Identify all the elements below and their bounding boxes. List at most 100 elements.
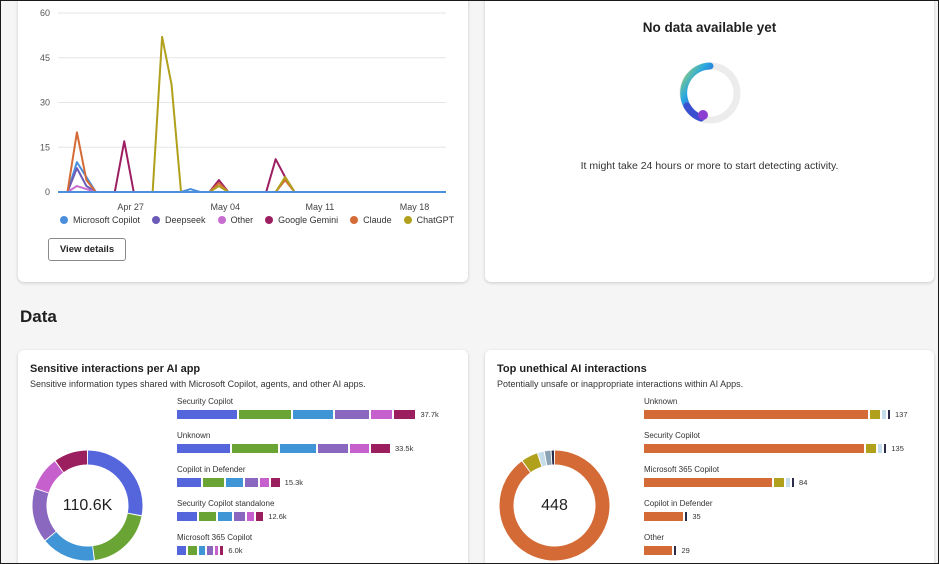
bar-item[interactable]: Unknown 137 [644, 396, 908, 430]
sensitive-donut-chart: 110.6K [30, 448, 145, 563]
activity-line-chart: 60 45 30 15 0 Apr 27 May 04 May 11 May 18 [40, 8, 446, 212]
card-title: Sensitive interactions per AI app [30, 363, 201, 375]
bar-segment [878, 444, 883, 453]
legend-label: Deepseek [165, 215, 206, 225]
x-tick-label: May 04 [211, 202, 241, 212]
bar-segment [177, 478, 202, 487]
legend-item[interactable]: ChatGPT [403, 215, 454, 225]
ai-activity-trend-card: 60 45 30 15 0 Apr 27 May 04 May 11 May 18 Micros… [18, 0, 468, 282]
bar-item[interactable]: Microsoft 365 Copilot 84 [644, 464, 908, 498]
x-tick-label: May 11 [305, 202, 334, 212]
legend-item[interactable]: Microsoft Copilot [60, 215, 140, 225]
legend-item[interactable]: Google Gemini [265, 215, 338, 225]
bar-category-label: Copilot in Defender [644, 499, 713, 508]
donut-segment[interactable] [45, 531, 94, 561]
unethical-bar-list: Unknown 137 Security Copilot 135 Microsoft 3… [644, 396, 908, 564]
donut-segment[interactable] [544, 450, 552, 466]
bar-segment [888, 410, 890, 419]
donut-segment[interactable] [32, 489, 56, 541]
bar-segment [244, 478, 259, 487]
bar-item[interactable]: Unknown 33.5k [177, 430, 439, 464]
bar-value-label: 135 [891, 444, 904, 453]
donut-segment[interactable] [499, 450, 610, 561]
bar-item[interactable]: Copilot in Defender 15.3k [177, 464, 439, 498]
bar-segment [685, 512, 688, 521]
bar-segment [214, 546, 218, 555]
bar-segment [370, 444, 390, 453]
donut-segment[interactable] [87, 450, 143, 516]
legend-item[interactable]: Deepseek [152, 215, 206, 225]
x-tick-label: Apr 27 [117, 202, 144, 212]
legend-swatch [152, 216, 161, 224]
bar-segment [238, 410, 291, 419]
bar-segment [233, 512, 245, 521]
bar-segment [219, 546, 224, 555]
view-details-button[interactable]: View details [48, 238, 126, 261]
bar-category-label: Security Copilot [644, 431, 701, 440]
bar-item[interactable]: Security Copilot standalone 12.6k [177, 498, 439, 532]
bar-segment [203, 478, 225, 487]
donut-segment[interactable] [92, 513, 142, 560]
bar-item[interactable]: Other 29 [644, 532, 908, 564]
bar-category-label: Microsoft 365 Copilot [644, 465, 720, 474]
bar-value-label: 33.5k [394, 444, 414, 453]
card-title: Top unethical AI interactions [497, 363, 647, 375]
bar-segment [260, 478, 269, 487]
donut-segment[interactable] [522, 453, 542, 473]
bar-value-label: 137 [895, 410, 908, 419]
unethical-interactions-card: Top unethical AI interactions Potentiall… [485, 350, 934, 564]
bar-segment [644, 546, 673, 555]
legend-swatch [217, 216, 226, 224]
bar-segment [318, 444, 348, 453]
bar-segment [218, 512, 232, 521]
no-data-title: No data available yet [642, 20, 777, 35]
bar-value-label: 12.6k [268, 512, 287, 521]
legend-item[interactable]: Claude [350, 215, 392, 225]
bar-segment [335, 410, 369, 419]
donut-segment[interactable] [538, 451, 547, 467]
legend-label: Google Gemini [278, 215, 339, 225]
bar-segment [198, 546, 206, 555]
bar-item[interactable]: Microsoft 365 Copilot 6.0k [177, 532, 439, 564]
donut-segment[interactable] [35, 461, 64, 493]
bar-segment [870, 410, 880, 419]
donut-total: 448 [541, 496, 568, 514]
bar-segment [349, 444, 369, 453]
bar-item[interactable]: Copilot in Defender 35 [644, 498, 908, 532]
bar-segment [207, 546, 213, 555]
bar-category-label: Microsoft 365 Copilot [177, 533, 253, 542]
legend-swatch [60, 216, 68, 224]
bar-segment [370, 410, 393, 419]
unethical-donut-chart: 448 [497, 448, 612, 563]
bar-segment [256, 512, 264, 521]
bar-item[interactable]: Security Copilot 37.7k [177, 396, 439, 430]
legend-label: Microsoft Copilot [73, 215, 141, 225]
bar-segment [786, 478, 791, 487]
bar-segment [292, 410, 334, 419]
legend-label: Claude [363, 215, 392, 225]
y-tick-label: 45 [40, 53, 50, 63]
sensitive-bar-list: Security Copilot 37.7k Unknown 33.5k Copilot… [177, 396, 439, 564]
loading-spinner-icon [679, 62, 741, 124]
x-tick-label: May 18 [400, 202, 430, 212]
bar-segment [866, 444, 877, 453]
card-subtitle: Sensitive information types shared with … [30, 379, 366, 389]
chart-legend: Microsoft Copilot Deepseek Other Google Gem… [60, 215, 454, 225]
series-line-chatgpt[interactable] [58, 35, 446, 193]
no-data-message: It might take 24 hours or more to start … [580, 160, 839, 172]
series-line-google-gemini[interactable] [58, 140, 446, 193]
bar-value-label: 35 [692, 512, 701, 521]
bar-value-label: 15.3k [284, 478, 304, 487]
bar-value-label: 29 [681, 546, 690, 555]
bar-segment [644, 444, 865, 453]
bar-segment [882, 410, 886, 419]
bar-segment [280, 444, 317, 453]
bar-item[interactable]: Security Copilot 135 [644, 430, 908, 464]
bar-category-label: Unknown [644, 397, 678, 406]
legend-item[interactable]: Other [217, 215, 253, 225]
bar-segment [644, 512, 684, 521]
y-tick-label: 15 [40, 142, 50, 152]
bar-segment [188, 546, 197, 555]
bar-segment [644, 410, 868, 419]
donut-segment[interactable] [55, 450, 88, 473]
